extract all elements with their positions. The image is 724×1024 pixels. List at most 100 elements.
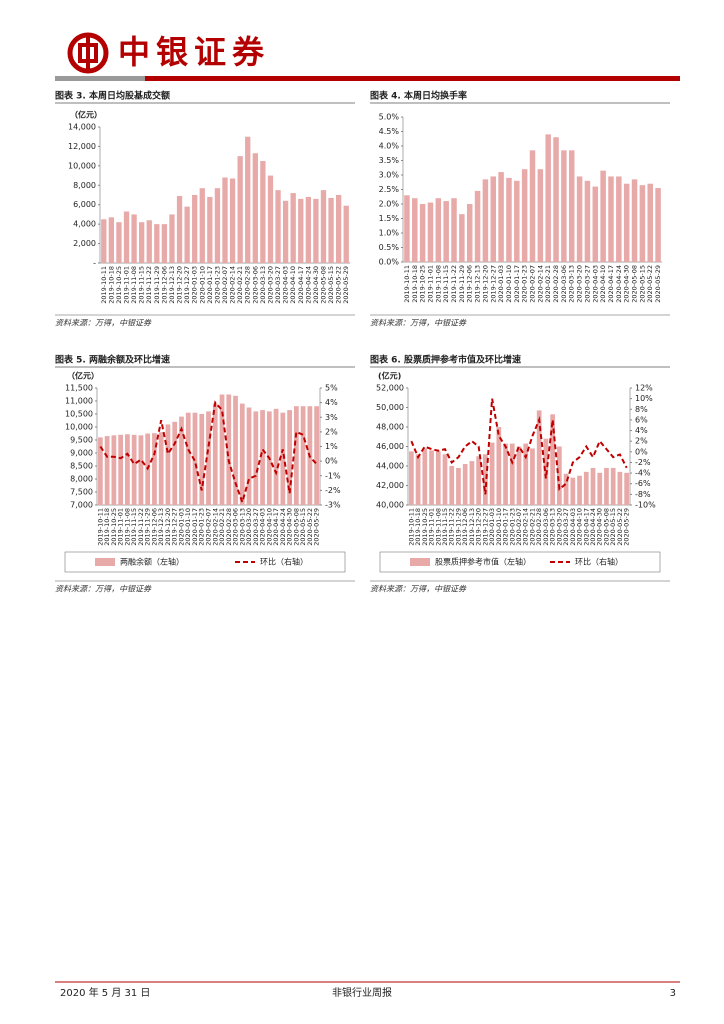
x-tick-label: 2020-02-21	[544, 265, 552, 303]
bar	[314, 406, 319, 505]
bar	[123, 211, 130, 263]
x-tick-label: 2019-11-29	[458, 265, 466, 303]
bar	[131, 214, 137, 263]
x-tick-label: 2020-05-08	[319, 266, 327, 304]
x-tick-label: 2020-02-14	[211, 508, 219, 546]
bar	[449, 466, 455, 505]
bar	[429, 450, 434, 505]
x-tick-label: 2020-04-30	[596, 508, 604, 546]
y-tick-label: 10,000	[65, 423, 93, 432]
source: 资料来源：万得，中银证券	[55, 319, 152, 328]
bar	[415, 454, 421, 505]
bar	[184, 206, 190, 263]
x-tick-label: 2020-03-27	[562, 508, 570, 546]
bar	[320, 190, 327, 263]
y2-tick-label: -2%	[325, 486, 341, 495]
x-tick-label: 2020-03-06	[251, 266, 259, 304]
x-tick-label: 2020-02-28	[535, 508, 543, 546]
y2-tick-label: 6%	[635, 415, 648, 424]
bar	[185, 412, 191, 505]
bar	[343, 205, 349, 263]
y-tick-label: 7,500	[70, 488, 93, 497]
legend-swatch	[410, 558, 430, 566]
bar	[212, 403, 218, 505]
y-tick-label: 6,000	[73, 200, 96, 209]
bar	[229, 178, 236, 263]
bar	[537, 169, 544, 262]
x-tick-label: 2020-05-08	[602, 508, 610, 546]
bar	[553, 137, 559, 262]
x-tick-label: 2020-01-03	[177, 508, 185, 546]
footer-page: 3	[670, 988, 676, 999]
y-tick-label: 46,000	[376, 442, 404, 451]
bar	[101, 219, 107, 263]
bar	[207, 196, 213, 263]
y-tick-label: 9,500	[70, 436, 93, 445]
x-tick-label: 2019-11-08	[434, 508, 442, 546]
x-tick-label: 2019-10-18	[411, 265, 419, 303]
x-tick-label: 2020-04-10	[576, 508, 584, 546]
y2-tick-label: 8%	[635, 405, 648, 414]
y-tick-label: 44,000	[376, 462, 404, 471]
y2-tick-label: 3%	[325, 413, 338, 422]
bar	[233, 395, 238, 505]
bar	[237, 156, 243, 263]
x-tick-label: 2019-11-08	[130, 266, 138, 304]
x-tick-label: 2020-01-03	[191, 266, 199, 304]
y-tick-label: 1.5%	[379, 214, 400, 223]
bar	[568, 150, 575, 262]
x-tick-label: 2020-01-10	[198, 266, 206, 304]
y2-tick-label: -3%	[325, 501, 341, 510]
x-tick-label: 2020-02-21	[528, 508, 536, 546]
bar	[328, 197, 334, 263]
x-tick-label: 2020-01-17	[502, 508, 510, 546]
x-tick-label: 2020-01-23	[521, 265, 529, 303]
bar	[260, 410, 265, 505]
x-tick-label: 2020-03-06	[232, 508, 240, 546]
x-tick-label: 2020-05-29	[342, 266, 350, 304]
y2-tick-label: 2%	[325, 427, 338, 436]
bar	[298, 198, 304, 263]
header-rule	[55, 76, 680, 81]
footer-title: 非银行业周报	[332, 986, 392, 999]
x-tick-label: 2019-11-29	[454, 508, 462, 546]
figure-title: 图表 3. 本周日均股基成交额	[55, 90, 170, 102]
bar	[179, 416, 184, 505]
bar	[152, 433, 157, 505]
y-tick-label: 10,500	[65, 410, 93, 419]
bar	[443, 201, 449, 262]
y-tick-label: 4.5%	[379, 127, 400, 136]
bar	[576, 176, 583, 262]
y-tick-label: 2,000	[73, 239, 96, 248]
x-tick-label: 2020-01-03	[488, 508, 496, 546]
bar	[214, 188, 221, 263]
y-tick-label: 2.0%	[379, 200, 400, 209]
bar	[570, 477, 576, 505]
x-tick-label: 2019-10-11	[403, 265, 411, 303]
bar	[550, 414, 555, 505]
bar	[111, 435, 117, 505]
figure-title: 图表 4. 本周日均换手率	[370, 90, 467, 102]
y-tick-label: 3.0%	[379, 171, 400, 180]
bar	[498, 172, 504, 262]
y2-tick-label: 12%	[635, 384, 653, 393]
y2-tick-label: 4%	[325, 398, 338, 407]
unit-label: (亿元)	[378, 371, 401, 381]
x-tick-label: 2020-02-21	[218, 508, 226, 546]
x-tick-label: 2019-10-18	[414, 508, 422, 546]
bar	[104, 436, 110, 505]
x-tick-label: 2020-04-10	[289, 266, 297, 304]
x-tick-label: 2020-05-22	[646, 265, 654, 303]
bar	[252, 153, 258, 263]
x-tick-label: 2019-11-01	[123, 266, 131, 304]
bar	[536, 410, 542, 505]
x-tick-label: 2020-04-10	[599, 265, 607, 303]
bar	[490, 176, 497, 262]
x-tick-label: 2020-05-08	[292, 508, 300, 546]
y-tick-label: 52,000	[376, 384, 404, 393]
x-tick-label: 2019-12-06	[160, 266, 168, 304]
bar	[169, 214, 175, 263]
y-tick-label: 0.5%	[379, 243, 400, 252]
x-tick-label: 2020-03-20	[245, 508, 253, 546]
x-tick-label: 2020-03-20	[576, 265, 584, 303]
